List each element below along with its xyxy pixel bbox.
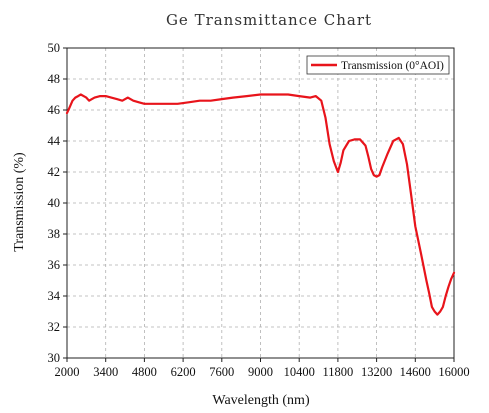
y-tick-label: 36	[48, 258, 61, 272]
x-tick-label: 13200	[361, 365, 392, 379]
series-line	[65, 93, 456, 316]
grid-lines	[67, 48, 454, 358]
x-axis-label: Wavelength (nm)	[212, 393, 310, 408]
y-axis-label: Transmission (%)	[12, 152, 27, 252]
y-tick-label: 40	[48, 196, 61, 210]
chart-title: Ge Transmittance Chart	[166, 11, 372, 29]
y-tick-label: 38	[48, 227, 61, 241]
x-tick-label: 6200	[171, 365, 196, 379]
x-tick-label: 2000	[55, 365, 80, 379]
y-tick-label: 44	[48, 134, 61, 148]
x-tick-label: 3400	[93, 365, 118, 379]
x-tick-label: 9000	[248, 365, 273, 379]
legend-label: Transmission (0°AOI)	[341, 60, 444, 72]
series-layer	[65, 93, 456, 316]
y-tick-label: 48	[48, 72, 61, 86]
x-tick-label: 4800	[132, 365, 157, 379]
x-tick-label: 10400	[284, 365, 315, 379]
x-tick-label: 16000	[438, 365, 469, 379]
y-tick-label: 30	[48, 351, 61, 365]
y-tick-label: 42	[48, 165, 61, 179]
y-tick-label: 32	[48, 320, 61, 334]
axis-ticks: 2000 3400 4800 6200 7600 9000 10400 11800 13200 1…	[48, 41, 470, 379]
legend-box	[306, 55, 450, 75]
legend: Transmission (0°AOI)	[306, 55, 450, 75]
y-tick-label: 34	[48, 289, 61, 303]
y-tick-label: 46	[48, 103, 61, 117]
x-tick-label: 7600	[209, 365, 234, 379]
x-tick-label: 11800	[323, 365, 354, 379]
y-tick-label: 50	[48, 41, 61, 55]
x-tick-label: 14600	[400, 365, 431, 379]
